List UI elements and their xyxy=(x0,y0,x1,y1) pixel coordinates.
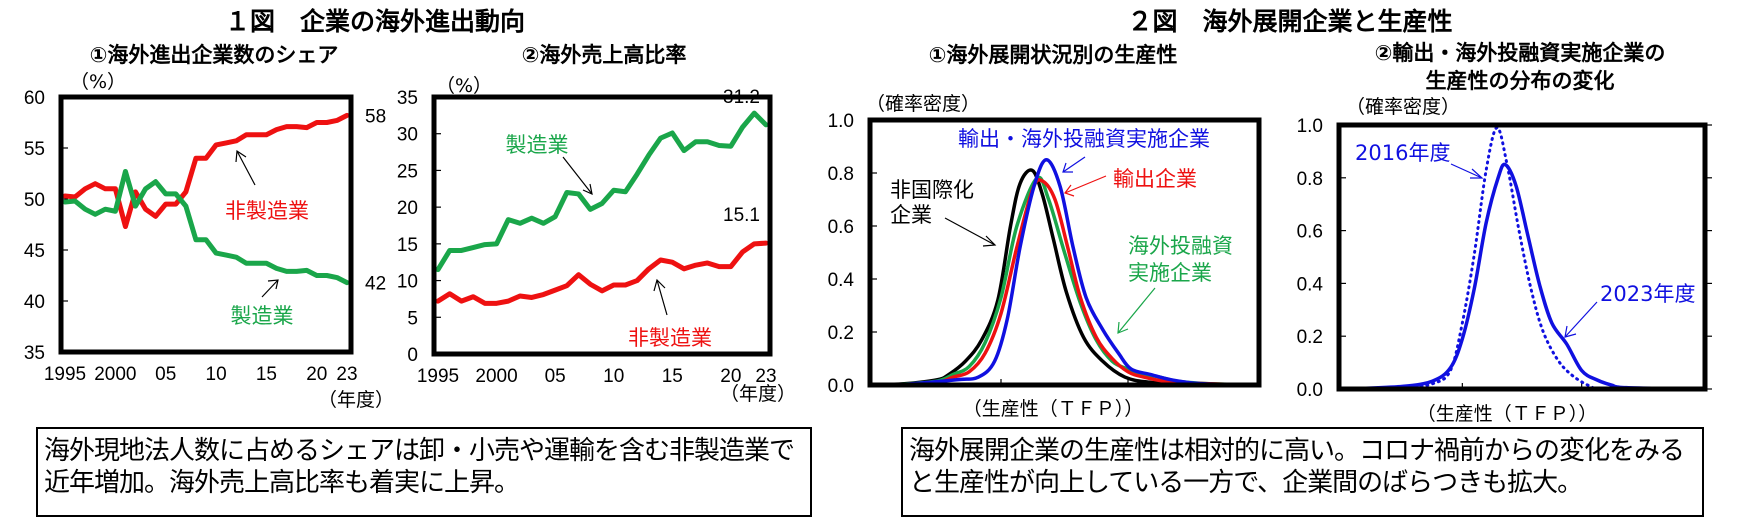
chart3-label-non-international-1: 非国際化 xyxy=(890,178,974,202)
end-value-label: 15.1 xyxy=(723,205,760,226)
plot-frame xyxy=(434,97,770,354)
chart3-arrow-green xyxy=(1118,288,1155,333)
y-tick-label: 60 xyxy=(24,88,45,109)
chart2-label-manufacturing: 製造業 xyxy=(506,133,569,157)
chart4-arrow-2023 xyxy=(1565,302,1597,337)
y-tick-label: 20 xyxy=(397,198,418,219)
summary-box-right: 海外展開企業の生産性は相対的に高い。コロナ禍前からの変化をみると生産性が向上して… xyxy=(901,427,1704,517)
x-tick-label: 15 xyxy=(662,366,683,387)
x-tick-label: 10 xyxy=(206,364,227,385)
chart3-title: ①海外展開状況別の生産性 xyxy=(929,43,1178,67)
y-tick-label: 50 xyxy=(24,190,45,211)
y-tick-label: 1.0 xyxy=(828,111,854,132)
series-line xyxy=(438,113,766,269)
y-tick-label: 10 xyxy=(397,272,418,293)
chart2-arrow-manufacturing xyxy=(563,157,592,194)
end-value-label: 42 xyxy=(365,274,386,295)
y-tick-label: 0.4 xyxy=(828,270,855,291)
y-tick-label: 0.8 xyxy=(1297,169,1323,190)
summary-box-left: 海外現地法人数に占めるシェアは卸・小売や運輸を含む非製造業で近年増加。海外売上高… xyxy=(36,427,812,517)
x-tick-label: 10 xyxy=(603,366,624,387)
chart3-arrow-blue xyxy=(1063,157,1085,172)
chart4-label-2016: 2016年度 xyxy=(1355,141,1450,165)
y-tick-label: 5 xyxy=(407,308,418,329)
y-tick-label: 25 xyxy=(397,161,418,182)
end-value-label: 58 xyxy=(365,106,386,127)
x-tick-label: 2000 xyxy=(94,364,136,385)
x-tick-label: 1995 xyxy=(417,366,459,387)
chart3-label-export: 輸出企業 xyxy=(1113,167,1197,191)
y-tick-label: 35 xyxy=(397,88,418,109)
chart3-label-investment-1: 海外投融資 xyxy=(1128,234,1233,258)
series-line xyxy=(438,243,766,303)
chart1-title: ①海外進出企業数のシェア xyxy=(90,43,339,67)
x-tick-label: 20 xyxy=(306,364,327,385)
x-tick-label: 15 xyxy=(256,364,277,385)
y-tick-label: 45 xyxy=(24,241,45,262)
chart1-y-unit: （%） xyxy=(70,71,126,93)
y-tick-label: 0.6 xyxy=(1297,222,1323,243)
y-tick-label: 0.6 xyxy=(828,217,854,238)
y-tick-label: 1.0 xyxy=(1297,116,1323,137)
series-curve xyxy=(1343,128,1701,390)
y-tick-label: 30 xyxy=(397,125,418,146)
x-tick-label: 05 xyxy=(545,366,566,387)
end-value-label: 31.2 xyxy=(723,87,760,108)
x-tick-label: 05 xyxy=(155,364,176,385)
chart1-arrow-non-manufacturing xyxy=(237,151,255,185)
chart-c1: 35 40 45 50 55 60 1995 2000 05 10 15 20 23 58 42 xyxy=(24,88,386,385)
y-tick-label: 0.2 xyxy=(828,323,854,344)
figure1-title: １図 企業の海外進出動向 xyxy=(225,7,525,36)
y-tick-label: 0.0 xyxy=(1297,380,1323,401)
figure2-title: ２図 海外展開企業と生産性 xyxy=(1127,7,1452,36)
chart2-title: ②海外売上高比率 xyxy=(522,43,687,67)
chart3-label-export-and-investment: 輸出・海外投融資実施企業 xyxy=(958,127,1210,151)
chart3-arrow-black xyxy=(945,218,995,245)
chart3-label-non-international-2: 企業 xyxy=(890,203,932,227)
y-tick-label: 40 xyxy=(24,292,45,313)
chart2-y-unit: （%） xyxy=(436,75,492,97)
y-tick-label: 55 xyxy=(24,139,45,160)
chart2-label-non-manufacturing: 非製造業 xyxy=(628,326,712,350)
plot-frame xyxy=(61,97,351,352)
x-tick-label: 2000 xyxy=(475,366,517,387)
y-tick-label: 35 xyxy=(24,343,45,364)
chart4-arrow-2016 xyxy=(1451,164,1482,178)
y-tick-label: 0 xyxy=(407,345,418,366)
chart3-arrow-red xyxy=(1065,176,1106,193)
y-tick-label: 0.4 xyxy=(1297,274,1324,295)
y-tick-label: 15 xyxy=(397,235,418,256)
x-tick-label: 23 xyxy=(755,366,776,387)
chart4-label-2023: 2023年度 xyxy=(1600,282,1695,306)
y-tick-label: 0.2 xyxy=(1297,327,1323,348)
chart4-x-label: （生産性（ＴＦＰ）） xyxy=(1417,403,1598,425)
chart1-label-non-manufacturing: 非製造業 xyxy=(225,199,309,223)
chart3-y-unit: （確率密度） xyxy=(866,93,980,115)
y-tick-label: 0.8 xyxy=(828,164,854,185)
chart4-title-line2: 生産性の分布の変化 xyxy=(1426,69,1615,93)
chart1-x-unit: （年度） xyxy=(318,389,394,411)
chart1-label-manufacturing: 製造業 xyxy=(231,304,294,328)
chart3-x-label: （生産性（ＴＦＰ）） xyxy=(963,398,1144,420)
chart4-y-unit: （確率密度） xyxy=(1346,96,1460,118)
figure-canvas: １図 企業の海外進出動向 ２図 海外展開企業と生産性 ①海外進出企業数のシェア … xyxy=(0,0,1755,497)
x-tick-label: 20 xyxy=(720,366,741,387)
x-tick-label: 1995 xyxy=(44,364,86,385)
chart4-title-line1: ②輸出・海外投融資実施企業の xyxy=(1375,41,1666,65)
series-curve xyxy=(1343,164,1701,389)
chart3-label-investment-2: 実施企業 xyxy=(1128,261,1212,285)
x-tick-label: 23 xyxy=(336,364,357,385)
y-tick-label: 0.0 xyxy=(828,376,854,397)
